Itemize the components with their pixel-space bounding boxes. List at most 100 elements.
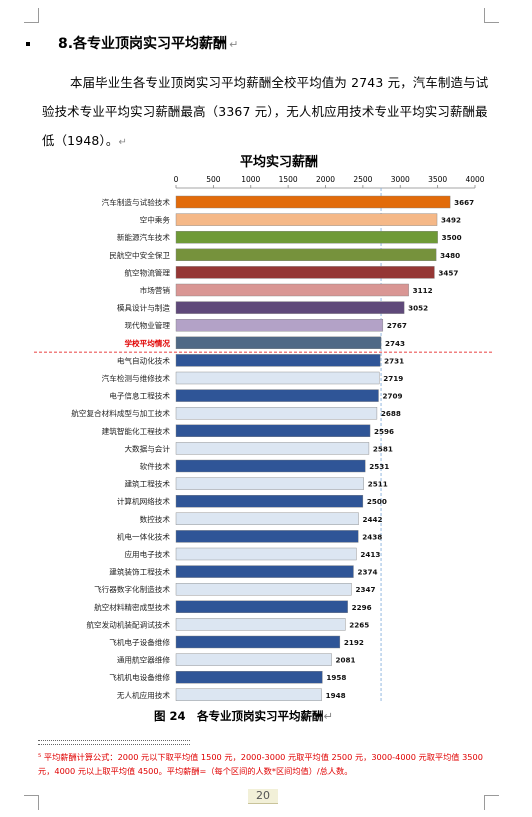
category-label: 建筑智能化工程技术 (102, 426, 171, 436)
bar (175, 213, 438, 226)
bar (175, 495, 364, 508)
category-label: 电气自动化技术 (117, 355, 171, 365)
value-label: 1958 (326, 673, 346, 682)
value-label: 2767 (387, 321, 407, 330)
category-label: 电子信息工程技术 (109, 391, 170, 401)
corner-mark-top-left (24, 8, 39, 23)
corner-mark-bottom-right (484, 795, 499, 810)
category-label: 飞机机电设备维修 (109, 672, 170, 682)
category-label: 大数据与会计 (124, 443, 170, 453)
category-label: 飞行器数字化制造技术 (94, 584, 170, 594)
figure-caption: 图 24 各专业顶岗实习平均薪酬↵ (154, 708, 333, 724)
bar-series (175, 195, 451, 701)
body-paragraph: 本届毕业生各专业顶岗实习平均薪酬全校平均值为 2743 元，汽车制造与试验技术专… (42, 68, 492, 157)
value-label: 2731 (384, 356, 404, 365)
corner-mark-top-right (484, 8, 499, 23)
bar (175, 477, 364, 490)
category-label: 计算机网络技术 (117, 496, 171, 506)
value-label: 1948 (326, 691, 346, 700)
value-label: 2081 (336, 656, 356, 665)
footnote: ⁵ 平均薪酬计算公式：2000 元以下取平均值 1500 元，2000-3000… (38, 750, 494, 778)
bar (175, 512, 359, 525)
bar (175, 248, 437, 262)
bar (175, 442, 370, 455)
value-label: 2743 (385, 339, 405, 348)
footnote-marker: ⁵ (38, 752, 44, 762)
page-number: 20 (248, 789, 278, 804)
category-label: 模具设计与制造 (117, 303, 171, 313)
bar (175, 318, 384, 332)
category-label: 软件技术 (140, 461, 171, 471)
bar (175, 653, 332, 666)
figure-caption-text: 图 24 各专业顶岗实习平均薪酬 (154, 709, 324, 723)
category-label: 汽车制造与试验技术 (102, 197, 171, 207)
category-label: 飞机电子设备维修 (109, 637, 170, 647)
bar (175, 635, 341, 649)
category-label: 航空材料精密成型技术 (94, 602, 170, 612)
category-label: 汽车检测与维修技术 (102, 373, 171, 383)
category-labels: 汽车制造与试验技术空中乘务新能源汽车技术民航空中安全保卫航空物流管理市场营销模具… (71, 197, 170, 700)
bar (175, 371, 380, 385)
x-tick-label: 4000 (465, 175, 484, 184)
x-axis: 0 500 1000 1500 2000 2500 3000 3500 4000 (34, 175, 494, 703)
category-label: 无人机应用技术 (117, 690, 171, 700)
x-tick-label: 1500 (279, 175, 298, 184)
x-tick-label: 3000 (391, 175, 410, 184)
body-paragraph-text: 本届毕业生各专业顶岗实习平均薪酬全校平均值为 2743 元，汽车制造与试验技术专… (42, 75, 489, 148)
x-tick-label: 500 (206, 175, 221, 184)
bar (175, 600, 348, 613)
bar (175, 301, 405, 314)
value-label: 3667 (454, 198, 474, 207)
category-label: 数控技术 (140, 514, 171, 524)
x-tick-label: 2000 (316, 175, 335, 184)
bar (175, 195, 451, 209)
paragraph-mark-icon: ↵ (323, 709, 334, 723)
bar (175, 583, 352, 596)
bullet-icon (26, 42, 30, 46)
value-label: 3492 (441, 216, 461, 225)
category-label: 市场营销 (140, 285, 171, 295)
value-label: 2192 (344, 638, 364, 647)
value-label: 2511 (368, 480, 388, 489)
bar (175, 688, 322, 701)
x-tick-label: 1000 (241, 175, 260, 184)
x-tick-label: 2500 (353, 175, 372, 184)
bar (175, 530, 359, 543)
value-label: 2413 (360, 550, 380, 559)
category-label: 应用电子技术 (124, 549, 170, 559)
footnote-text: 平均薪酬计算公式：2000 元以下取平均值 1500 元，2000-3000 元… (38, 752, 483, 776)
value-label: 3500 (442, 233, 462, 242)
category-label: 通用航空器维修 (117, 655, 171, 665)
category-label: 新能源汽车技术 (117, 232, 171, 242)
bar (175, 266, 435, 279)
bar (175, 671, 323, 684)
category-label: 民航空中安全保卫 (109, 250, 170, 260)
value-label: 2442 (363, 515, 383, 524)
bar (175, 565, 354, 578)
value-label: 3457 (438, 268, 458, 277)
value-label: 2347 (355, 585, 375, 594)
category-label: 航空复合材料成型与加工技术 (71, 408, 170, 418)
value-label: 3112 (413, 286, 433, 295)
category-label: 机电一体化技术 (117, 531, 171, 541)
section-heading-text: 8.各专业顶岗实习平均薪酬 (58, 36, 228, 52)
value-label: 2500 (367, 497, 387, 506)
category-label: 空中乘务 (140, 215, 171, 225)
x-tick-label: 0 (174, 175, 179, 184)
bar (175, 618, 346, 631)
category-label: 建筑工程技术 (124, 479, 170, 489)
value-label: 2296 (352, 603, 372, 612)
value-label: 3052 (408, 304, 428, 313)
bar (175, 230, 438, 244)
bar (175, 354, 381, 367)
value-label: 2531 (369, 462, 389, 471)
corner-mark-bottom-left (24, 795, 39, 810)
value-label: 2438 (362, 532, 382, 541)
value-label: 2596 (374, 427, 394, 436)
category-label: 学校平均情况 (124, 338, 170, 348)
salary-bar-chart: 平均实习薪酬 0 500 1000 1500 2000 2500 3000 3500 4000 … (34, 154, 494, 703)
footnote-separator (38, 740, 190, 741)
bar (175, 336, 382, 350)
value-label: 3480 (440, 251, 460, 260)
section-heading: 8.各专业顶岗实习平均薪酬 ↵ (26, 33, 238, 53)
